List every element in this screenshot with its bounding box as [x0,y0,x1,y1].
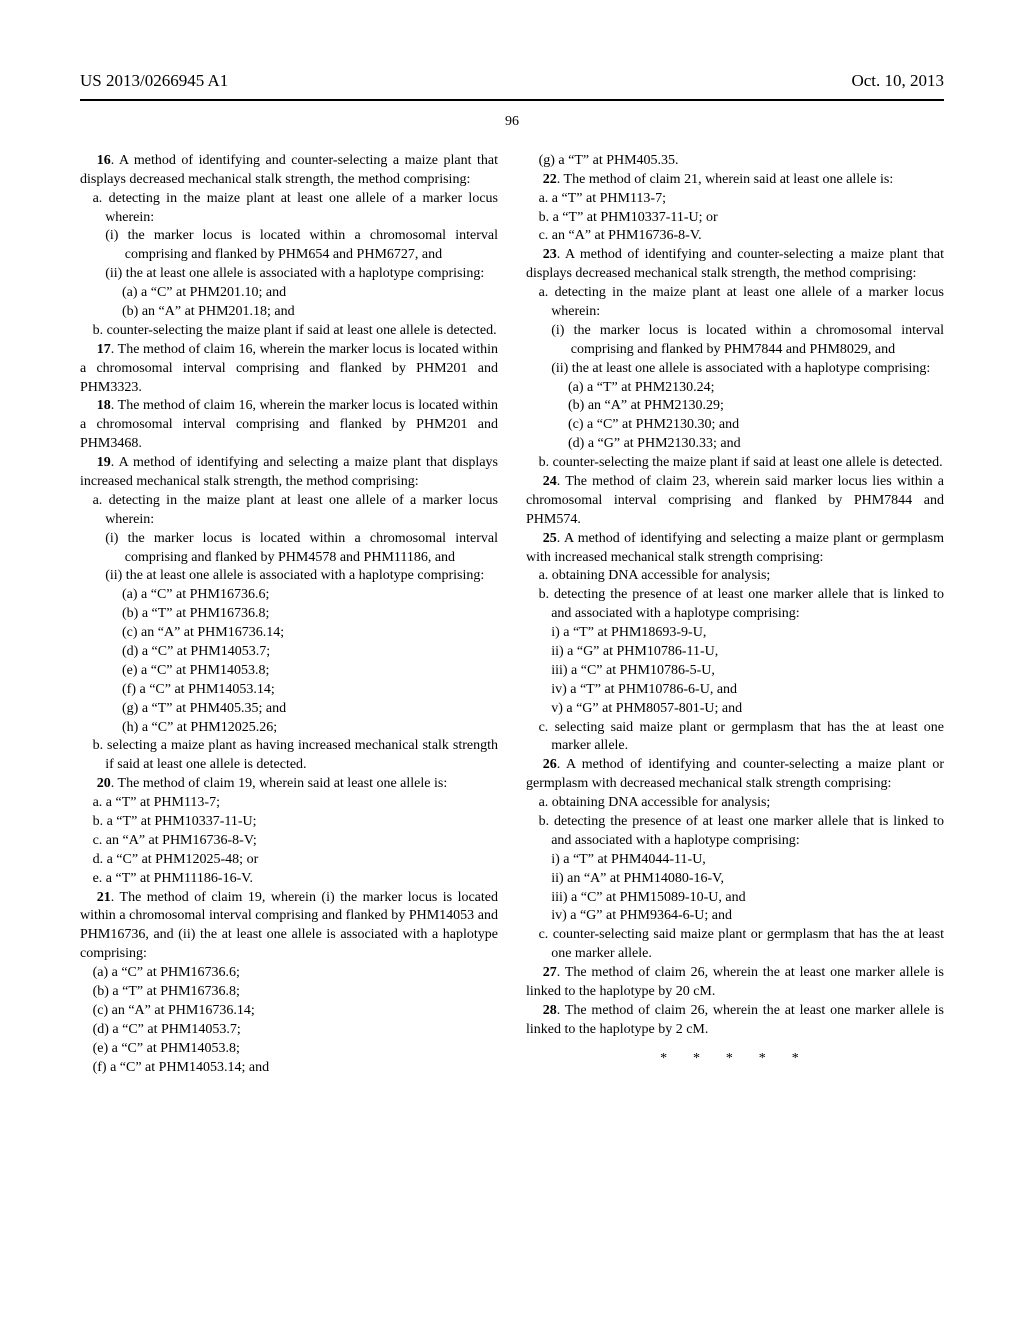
claim-22-c: c. an “A” at PHM16736-8-V. [526,227,944,246]
claim-25-b-i: i) a “T” at PHM18693-9-U, [526,624,944,643]
claim-25-c: c. selecting said maize plant or germpla… [526,719,944,757]
claim-26-b-iv: iv) a “G” at PHM9364-6-U; and [526,907,944,926]
claim-23-b: b. counter-selecting the maize plant if … [526,454,944,473]
claim-23-intro-text: A method of identifying and counter-sele… [526,247,944,281]
claim-21-d: (d) a “C” at PHM14053.7; [80,1021,498,1040]
claim-23-a-ii-a: (a) a “T” at PHM2130.24; [526,379,944,398]
claim-20-a: a. a “T” at PHM113-7; [80,794,498,813]
claim-16-a-i: (i) the marker locus is located within a… [80,227,498,265]
claim-17: 17. The method of claim 16, wherein the … [80,341,498,398]
claim-19-a-ii-g: (g) a “T” at PHM405.35; and [80,700,498,719]
claim-19-a-ii-e: (e) a “C” at PHM14053.8; [80,662,498,681]
claim-26-b: b. detecting the presence of at least on… [526,813,944,851]
claim-19-a: a. detecting in the maize plant at least… [80,492,498,530]
claim-16-a-ii-a: (a) a “C” at PHM201.10; and [80,284,498,303]
claim-20-intro: 20. The method of claim 19, wherein said… [80,775,498,794]
claim-25-a: a. obtaining DNA accessible for analysis… [526,567,944,586]
claim-23-a: a. detecting in the maize plant at least… [526,284,944,322]
claim-25-b-ii: ii) a “G” at PHM10786-11-U, [526,643,944,662]
claim-26-a: a. obtaining DNA accessible for analysis… [526,794,944,813]
claim-16-a-ii: (ii) the at least one allele is associat… [80,265,498,284]
claim-19-a-i: (i) the marker locus is located within a… [80,530,498,568]
claim-16-b: b. counter-selecting the maize plant if … [80,322,498,341]
claim-21-intro: 21. The method of claim 19, wherein (i) … [80,889,498,965]
claim-25-intro: 25. A method of identifying and selectin… [526,530,944,568]
claim-20-c: c. an “A” at PHM16736-8-V; [80,832,498,851]
claim-20-intro-text: The method of claim 19, wherein said at … [118,776,448,791]
claim-23-a-ii-c: (c) a “C” at PHM2130.30; and [526,416,944,435]
claim-28: 28. The method of claim 26, wherein the … [526,1002,944,1040]
claim-23-a-ii-d: (d) a “G” at PHM2130.33; and [526,435,944,454]
claim-21-f: (f) a “C” at PHM14053.14; and [80,1059,498,1078]
claim-26-intro: 26. A method of identifying and counter-… [526,756,944,794]
claim-19-a-ii-f: (f) a “C” at PHM14053.14; [80,681,498,700]
claim-19-a-ii-b: (b) a “T” at PHM16736.8; [80,605,498,624]
claim-21-b: (b) a “T” at PHM16736.8; [80,983,498,1002]
claim-25-b-v: v) a “G” at PHM8057-801-U; and [526,700,944,719]
claim-22-intro: 22. The method of claim 21, wherein said… [526,171,944,190]
claim-26-intro-text: A method of identifying and counter-sele… [526,757,944,791]
claim-24-text: The method of claim 23, wherein said mar… [526,474,944,527]
claim-25-b: b. detecting the presence of at least on… [526,586,944,624]
claim-26-c: c. counter-selecting said maize plant or… [526,926,944,964]
claim-27-text: The method of claim 26, wherein the at l… [526,965,944,999]
page-header: US 2013/0266945 A1 Oct. 10, 2013 [80,70,944,93]
page-number: 96 [80,113,944,132]
claim-26-b-ii: ii) an “A” at PHM14080-16-V, [526,870,944,889]
claim-20-b: b. a “T” at PHM10337-11-U; [80,813,498,832]
two-column-body: 16. A method of identifying and counter-… [80,152,944,1080]
claim-26-b-i: i) a “T” at PHM4044-11-U, [526,851,944,870]
claim-23-a-ii-b: (b) an “A” at PHM2130.29; [526,397,944,416]
claim-24: 24. The method of claim 23, wherein said… [526,473,944,530]
claim-19-b: b. selecting a maize plant as having inc… [80,737,498,775]
publication-date: Oct. 10, 2013 [851,70,944,93]
claim-17-text: The method of claim 16, wherein the mark… [80,342,498,395]
claim-25-b-iv: iv) a “T” at PHM10786-6-U, and [526,681,944,700]
claim-16-a-ii-b: (b) an “A” at PHM201.18; and [80,303,498,322]
publication-number: US 2013/0266945 A1 [80,70,228,93]
claim-20-e: e. a “T” at PHM11186-16-V. [80,870,498,889]
claim-23-a-i: (i) the marker locus is located within a… [526,322,944,360]
claim-22-intro-text: The method of claim 21, wherein said at … [564,172,894,187]
claim-21-g: (g) a “T” at PHM405.35. [526,152,944,171]
claim-21-c: (c) an “A” at PHM16736.14; [80,1002,498,1021]
claim-22-b: b. a “T” at PHM10337-11-U; or [526,209,944,228]
claim-23-a-ii: (ii) the at least one allele is associat… [526,360,944,379]
claim-20-d: d. a “C” at PHM12025-48; or [80,851,498,870]
claim-25-intro-text: A method of identifying and selecting a … [526,531,944,565]
claim-16-a: a. detecting in the maize plant at least… [80,190,498,228]
claim-21-intro-text: The method of claim 19, wherein (i) the … [80,890,498,962]
claim-27: 27. The method of claim 26, wherein the … [526,964,944,1002]
claim-26-b-iii: iii) a “C” at PHM15089-10-U, and [526,889,944,908]
claim-16-intro: 16. A method of identifying and counter-… [80,152,498,190]
claim-25-b-iii: iii) a “C” at PHM10786-5-U, [526,662,944,681]
claim-19-a-ii-c: (c) an “A” at PHM16736.14; [80,624,498,643]
claim-21-e: (e) a “C” at PHM14053.8; [80,1040,498,1059]
claim-19-a-ii: (ii) the at least one allele is associat… [80,567,498,586]
claim-18-text: The method of claim 16, wherein the mark… [80,398,498,451]
header-rule [80,99,944,101]
claim-22-a: a. a “T” at PHM113-7; [526,190,944,209]
end-stars: * * * * * [526,1050,944,1069]
claim-19-intro: 19. A method of identifying and selectin… [80,454,498,492]
claim-19-intro-text: A method of identifying and selecting a … [80,455,498,489]
claim-21-a: (a) a “C” at PHM16736.6; [80,964,498,983]
claim-16-intro-text: A method of identifying and counter-sele… [80,153,498,187]
claim-19-a-ii-d: (d) a “C” at PHM14053.7; [80,643,498,662]
claim-19-a-ii-a: (a) a “C” at PHM16736.6; [80,586,498,605]
claim-23-intro: 23. A method of identifying and counter-… [526,246,944,284]
claim-19-a-ii-h: (h) a “C” at PHM12025.26; [80,719,498,738]
claim-28-text: The method of claim 26, wherein the at l… [526,1003,944,1037]
claim-18: 18. The method of claim 16, wherein the … [80,397,498,454]
